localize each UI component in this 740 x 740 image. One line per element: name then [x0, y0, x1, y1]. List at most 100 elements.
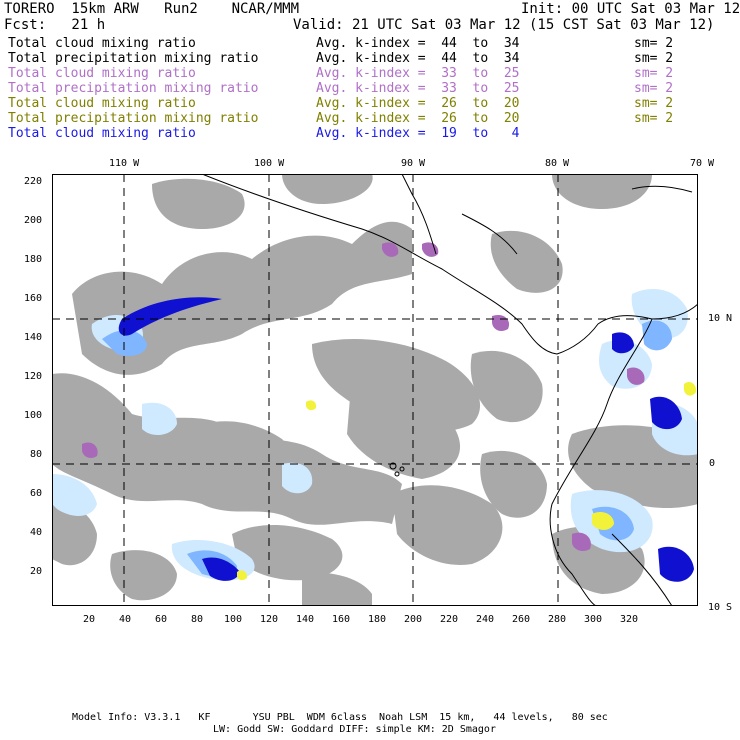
physics-info: LW: Godd SW: Goddard DIFF: simple KM: 2D…	[213, 724, 496, 735]
yellow-region	[592, 512, 614, 530]
cloud-region	[152, 178, 245, 229]
legend-field: Total cloud mixing ratio	[8, 36, 196, 51]
coastline	[401, 174, 437, 255]
lon-label: 70 W	[690, 158, 715, 169]
init-time: Init: 00 UTC Sat 03 Mar 12	[521, 1, 740, 17]
forecast-hour: Fcst: 21 h	[4, 17, 106, 33]
cloud-region	[282, 174, 373, 204]
x-tick-label: 240	[476, 614, 495, 625]
y-tick-label: 40	[30, 527, 43, 538]
dark-blue-region	[118, 297, 222, 336]
cloud-field	[52, 174, 698, 606]
legend-smoothing: sm= 2	[634, 81, 674, 96]
x-tick-label: 120	[260, 614, 279, 625]
legend-kindex: Avg. k-index = 44 to 34	[316, 51, 520, 66]
coastline	[549, 318, 653, 606]
cloud-region	[490, 230, 563, 293]
cloud-region	[480, 450, 547, 518]
model-title: TORERO 15km ARW Run2 NCAR/MMM	[4, 1, 300, 17]
coastline	[631, 185, 693, 193]
legend-kindex: Avg. k-index = 33 to 25	[316, 66, 520, 81]
dark-blue-field	[118, 297, 694, 582]
yellow-field	[237, 381, 697, 581]
island	[389, 462, 397, 470]
cloud-map	[52, 174, 698, 606]
x-tick-label: 20	[83, 614, 96, 625]
y-tick-label: 160	[24, 293, 43, 304]
legend-kindex: Avg. k-index = 26 to 20	[316, 96, 520, 111]
x-tick-label: 40	[119, 614, 132, 625]
lon-label: 110 W	[109, 158, 140, 169]
model-info: Model Info: V3.3.1 KF YSU PBL WDM 6class…	[72, 712, 608, 723]
legend-smoothing: sm= 2	[634, 96, 674, 111]
legend-kindex: Avg. k-index = 26 to 20	[316, 111, 520, 126]
legend-field: Total precipitation mixing ratio	[8, 51, 259, 66]
violet-region	[572, 532, 591, 552]
coastlines	[201, 174, 698, 606]
legend-field: Total cloud mixing ratio	[8, 126, 196, 141]
map-canvas	[52, 174, 698, 606]
x-tick-label: 200	[404, 614, 423, 625]
light-blue-field	[52, 289, 698, 581]
y-tick-label: 180	[24, 254, 43, 265]
y-tick-label: 20	[30, 566, 43, 577]
x-tick-label: 260	[512, 614, 531, 625]
x-tick-label: 60	[155, 614, 168, 625]
coastline	[461, 213, 518, 255]
dark-blue-region	[612, 332, 634, 354]
cloud-region	[72, 221, 412, 375]
cloud-region	[52, 503, 97, 566]
island	[394, 471, 400, 477]
violet-region	[627, 367, 645, 385]
cloud-region	[392, 485, 503, 565]
x-tick-label: 220	[440, 614, 459, 625]
x-tick-label: 100	[224, 614, 243, 625]
coastline	[201, 174, 698, 355]
y-tick-label: 140	[24, 332, 43, 343]
lat-label: 10 S	[708, 602, 733, 613]
cloud-region	[232, 524, 343, 581]
plot-frame	[52, 174, 698, 606]
graticule	[52, 174, 698, 606]
galapagos-islands	[389, 462, 405, 477]
legend-field: Total precipitation mixing ratio	[8, 111, 259, 126]
valid-time: Valid: 21 UTC Sat 03 Mar 12 (15 CST Sat …	[293, 17, 715, 33]
yellow-region	[306, 400, 317, 411]
violet-region	[82, 442, 98, 459]
y-tick-label: 200	[24, 215, 43, 226]
violet-region	[422, 242, 439, 257]
x-tick-label: 180	[368, 614, 387, 625]
y-tick-label: 220	[24, 176, 43, 187]
dark-blue-region	[658, 546, 694, 582]
y-tick-label: 120	[24, 371, 43, 382]
legend-smoothing: sm= 2	[634, 36, 674, 51]
light-blue-region	[52, 474, 97, 516]
dark-blue-region	[202, 557, 240, 581]
legend-field: Total cloud mixing ratio	[8, 96, 196, 111]
x-tick-label: 300	[584, 614, 603, 625]
dark-blue-region	[650, 396, 682, 430]
light-blue-region	[282, 462, 313, 494]
cloud-region	[182, 421, 293, 490]
legend-field: Total precipitation mixing ratio	[8, 81, 259, 96]
legend-smoothing: sm= 2	[634, 51, 674, 66]
x-tick-label: 320	[620, 614, 639, 625]
lon-label: 90 W	[401, 158, 426, 169]
island	[399, 466, 405, 472]
yellow-region	[237, 570, 248, 581]
coastline	[611, 533, 673, 606]
mid-blue-region	[642, 320, 672, 351]
legend-smoothing: sm= 2	[634, 66, 674, 81]
x-tick-label: 280	[548, 614, 567, 625]
cloud-region	[347, 374, 461, 479]
y-tick-label: 60	[30, 488, 43, 499]
lat-label: 0	[709, 458, 716, 469]
legend-kindex: Avg. k-index = 44 to 34	[316, 36, 520, 51]
lon-label: 80 W	[545, 158, 570, 169]
light-blue-region	[142, 402, 177, 436]
cloud-region	[552, 174, 652, 209]
cloud-region	[302, 572, 372, 606]
legend-smoothing: sm= 2	[634, 111, 674, 126]
violet-region	[382, 242, 399, 257]
x-tick-label: 80	[191, 614, 204, 625]
